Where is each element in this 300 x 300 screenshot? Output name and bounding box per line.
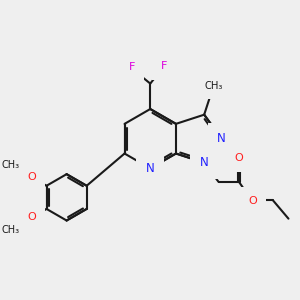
Text: N: N bbox=[200, 156, 208, 169]
Text: O: O bbox=[28, 172, 36, 182]
Text: F: F bbox=[161, 61, 168, 71]
Text: CH₃: CH₃ bbox=[1, 160, 20, 170]
Text: F: F bbox=[129, 62, 135, 73]
Text: N: N bbox=[217, 132, 226, 145]
Text: O: O bbox=[249, 196, 257, 206]
Text: O: O bbox=[235, 153, 243, 163]
Text: O: O bbox=[28, 212, 36, 222]
Text: CH₃: CH₃ bbox=[1, 225, 20, 235]
Text: N: N bbox=[146, 162, 154, 175]
Text: CH₃: CH₃ bbox=[204, 81, 223, 91]
